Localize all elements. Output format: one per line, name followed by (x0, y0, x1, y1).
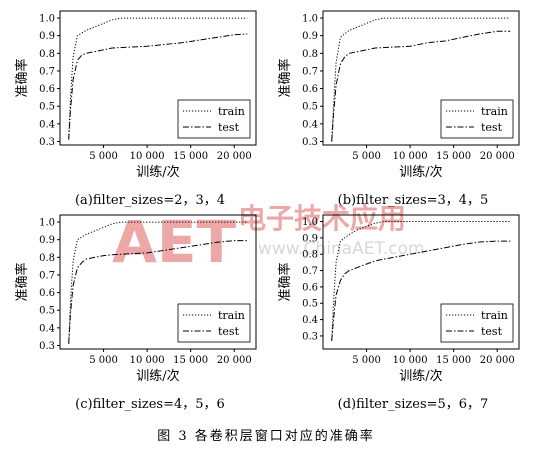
series-line-test (68, 240, 248, 344)
y-tick-label: 0.6 (302, 84, 318, 95)
y-tick-label: 0.5 (39, 102, 55, 113)
y-tick-label: 1.0 (39, 218, 55, 229)
y-tick-label: 0.3 (302, 331, 318, 342)
legend-label-train: train (218, 309, 245, 322)
x-tick-label: 15 000 (436, 151, 471, 162)
legend-box (440, 303, 514, 343)
y-tick-label: 0.4 (39, 323, 55, 334)
y-tick-label: 0.7 (39, 270, 55, 281)
y-tick-label: 0.6 (39, 84, 55, 95)
y-tick-label: 0.3 (302, 137, 318, 148)
x-axis-label: 训练/次 (399, 164, 442, 180)
y-tick-label: 0.3 (39, 137, 55, 148)
series-line-test (331, 30, 511, 142)
series-line-train (68, 17, 248, 138)
legend: train test (440, 303, 514, 343)
x-axis-label: 训练/次 (399, 368, 442, 384)
legend-label-test: test (481, 121, 503, 134)
watermark-cn: 电子技术应用 (238, 202, 406, 235)
legend-label-train: train (481, 105, 508, 118)
y-tick-label: 0.7 (39, 66, 55, 77)
subplot-caption: (a)filter_sizes=2，3，4 (75, 193, 225, 208)
chart-panel-a: 0.3 0.4 0.5 0.6 0.7 0.8 0.9 1.0 5 000 10 000 15 00… (14, 10, 257, 208)
subplot-caption: (d)filter_sizes=5，6，7 (338, 397, 489, 412)
y-tick-label: 0.7 (302, 266, 318, 277)
x-tick-label: 5 000 (89, 151, 118, 162)
series-line-test (331, 240, 511, 341)
series-line-test (68, 33, 248, 140)
legend-label-test: test (218, 121, 240, 134)
x-tick-label: 15 000 (173, 355, 208, 366)
x-tick-label: 10 000 (393, 151, 428, 162)
plot-frame (59, 10, 257, 146)
x-axis-label: 训练/次 (136, 368, 179, 384)
x-tick-label: 20 000 (480, 151, 515, 162)
x-tick-label: 5 000 (352, 151, 381, 162)
x-tick-label: 10 000 (130, 355, 165, 366)
series-line-train (331, 17, 511, 142)
legend-box (177, 303, 251, 343)
plot-frame (322, 10, 520, 146)
legend-label-train: train (218, 105, 245, 118)
y-axis-label: 准确率 (277, 58, 293, 97)
subplot-caption: (b)filter_sizes=3，4，5 (338, 193, 489, 208)
chart-panel-c: 0.3 0.4 0.5 0.6 0.7 0.8 0.9 1.0 5 000 10 000 15 00… (14, 214, 257, 412)
x-tick-label: 10 000 (393, 355, 428, 366)
legend-label-test: test (218, 325, 240, 338)
y-tick-label: 0.5 (302, 102, 318, 113)
y-tick-label: 0.8 (39, 49, 55, 60)
y-axis-label: 准确率 (14, 58, 30, 97)
legend-label-test: test (481, 325, 503, 338)
y-tick-label: 0.9 (302, 31, 318, 42)
legend: train test (177, 303, 251, 343)
y-tick-label: 0.8 (39, 253, 55, 264)
y-tick-label: 0.8 (302, 250, 318, 261)
x-axis-label: 训练/次 (136, 164, 179, 180)
y-tick-label: 0.7 (302, 66, 318, 77)
chart-panels: 0.3 0.4 0.5 0.6 0.7 0.8 0.9 1.0 5 000 10 000 15 00… (14, 10, 520, 412)
y-tick-label: 0.4 (39, 119, 55, 130)
x-tick-label: 10 000 (130, 151, 165, 162)
plot-frame (322, 214, 520, 350)
chart-panel-d: 0.3 0.4 0.5 0.6 0.7 0.8 0.9 1.0 5 000 10 000 15 00… (277, 214, 520, 412)
y-tick-label: 0.6 (39, 288, 55, 299)
subplot-caption: (c)filter_sizes=4，5，6 (75, 397, 225, 412)
watermark: AET 电子技术应用 www.ChinaAET.com (112, 202, 425, 276)
y-tick-label: 0.6 (302, 282, 318, 293)
legend-box (177, 99, 251, 139)
y-tick-label: 0.4 (302, 315, 318, 326)
x-tick-label: 15 000 (173, 151, 208, 162)
chart-panel-b: 0.3 0.4 0.5 0.6 0.7 0.8 0.9 1.0 5 000 10 000 15 00… (277, 10, 520, 208)
y-tick-label: 0.9 (39, 31, 55, 42)
legend-label-train: train (481, 309, 508, 322)
y-tick-label: 0.8 (302, 49, 318, 60)
x-tick-label: 20 000 (480, 355, 515, 366)
y-tick-label: 0.5 (39, 306, 55, 317)
y-tick-label: 1.0 (39, 14, 55, 25)
y-axis-label: 准确率 (14, 262, 30, 301)
x-tick-label: 20 000 (217, 151, 252, 162)
y-axis-label: 准确率 (277, 262, 293, 301)
watermark-url: www.ChinaAET.com (258, 239, 425, 259)
series-line-train (331, 221, 511, 341)
y-tick-label: 0.4 (302, 119, 318, 130)
plot-frame (59, 214, 257, 350)
y-tick-label: 1.0 (302, 14, 318, 25)
x-tick-label: 5 000 (89, 355, 118, 366)
x-tick-label: 5 000 (352, 355, 381, 366)
legend-box (440, 99, 514, 139)
y-tick-label: 0.5 (302, 299, 318, 310)
y-tick-label: 0.9 (39, 235, 55, 246)
figure-caption: 图 3 各卷积层窗口对应的准确率 (157, 428, 375, 444)
legend: train test (177, 99, 251, 139)
x-tick-label: 15 000 (436, 355, 471, 366)
legend: train test (440, 99, 514, 139)
y-tick-label: 1.0 (302, 217, 318, 228)
y-tick-label: 0.9 (302, 233, 318, 244)
y-tick-label: 0.3 (39, 341, 55, 352)
x-tick-label: 20 000 (217, 355, 252, 366)
